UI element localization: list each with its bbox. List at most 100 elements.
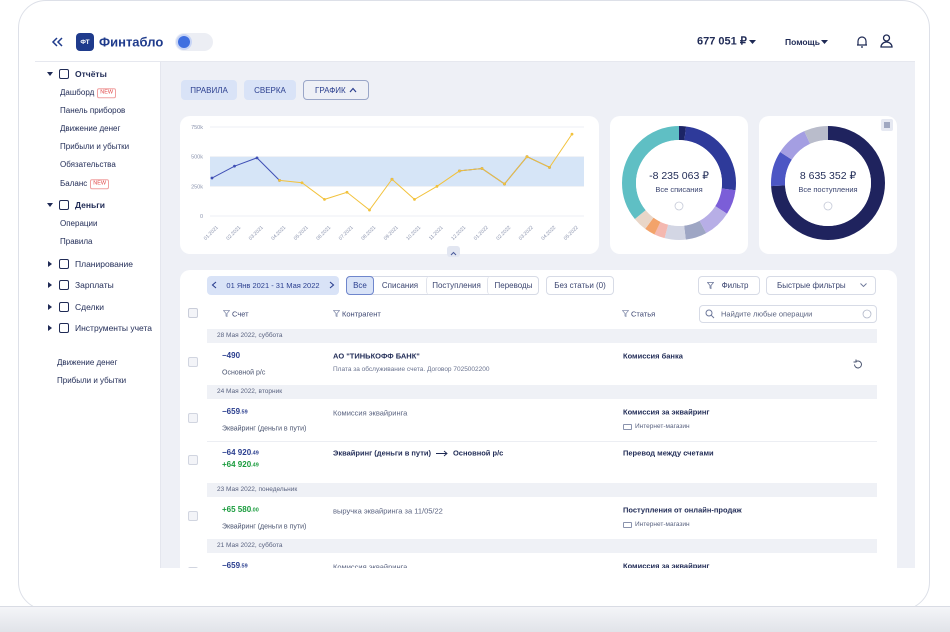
nav-group[interactable]: Планирование (75, 258, 134, 269)
type-button[interactable]: Переводы (487, 276, 539, 295)
amount: −490 (222, 351, 241, 360)
tag-icon (623, 522, 632, 528)
expand-arrow[interactable] (47, 71, 53, 77)
new-badge: NEW (97, 88, 117, 98)
no-article-button[interactable]: Без статьи (0) (546, 276, 614, 295)
help[interactable]: Помощь (785, 36, 820, 47)
row-checkbox[interactable] (188, 511, 198, 521)
point (525, 155, 529, 159)
expand-arrow[interactable] (47, 325, 53, 331)
nav-item[interactable]: Операции (60, 219, 98, 228)
expand-arrow[interactable] (47, 202, 53, 208)
donut-hole (785, 140, 871, 226)
tag: Интернет-магазин (635, 422, 690, 430)
nav-item[interactable]: Движение денег (60, 124, 121, 133)
undo-icon[interactable] (852, 359, 863, 370)
counterparty: выручка эквайринга за 11/05/22 (333, 506, 443, 516)
column-header[interactable]: Статья (631, 309, 656, 319)
point (300, 181, 304, 185)
nav-group[interactable]: Зарплаты (75, 279, 114, 290)
point (210, 176, 214, 180)
nav-item[interactable]: Панель приборов (60, 106, 126, 115)
funnel-icon (223, 310, 230, 317)
tab-button[interactable]: ГРАФИК (303, 80, 369, 100)
amount: −659 (222, 561, 241, 569)
counterparty: Комиссия эквайринга (333, 562, 408, 568)
counterparty: Эквайринг (деньги в пути) (333, 448, 431, 458)
article: Комиссия за эквайринг (623, 561, 710, 568)
column-header[interactable]: Счет (232, 309, 249, 319)
counterparty: Основной р/с (452, 448, 504, 458)
row-checkbox[interactable] (188, 567, 198, 568)
theme-toggle[interactable] (175, 33, 213, 51)
collapse-icon[interactable] (51, 37, 63, 47)
nav-icon (59, 280, 69, 290)
donut-label: Все поступления (798, 185, 857, 194)
x-tick-label: 08.2021 (360, 225, 377, 242)
y-tick-label: 250k (191, 184, 203, 190)
nav-group[interactable]: Инструменты учета (75, 322, 153, 333)
donut-segment (622, 126, 736, 240)
amount: −64 920 (222, 448, 252, 457)
caret (860, 283, 867, 288)
point (323, 197, 326, 201)
x-tick-label: 09.2021 (383, 225, 400, 242)
date-label: 28 Мая 2022, суббота (217, 331, 283, 339)
column-header[interactable]: Контрагент (342, 309, 381, 319)
nav-item[interactable]: Движение денег (57, 358, 118, 367)
nav-group[interactable]: Сделки (75, 301, 104, 312)
nav-group[interactable]: Деньги (75, 199, 106, 210)
info-icon (674, 201, 684, 211)
amount-cents: .59 (240, 563, 248, 568)
prev-arrow[interactable] (211, 281, 217, 289)
type-button[interactable]: Списания (381, 281, 419, 290)
x-tick-label: 01.2022 (473, 225, 490, 242)
search-box[interactable] (699, 305, 877, 323)
filter-button[interactable]: Фильтр (698, 276, 760, 295)
expand-arrow[interactable] (47, 304, 53, 310)
quick-filters[interactable]: Быстрые фильтры (766, 276, 876, 295)
nav-item[interactable]: Дашборд (60, 88, 95, 97)
expand-arrow[interactable] (47, 261, 53, 267)
user-icon[interactable] (880, 34, 893, 48)
operations-card: 01 Янв 2021 - 31 Мая 2022 Все Списания П… (180, 270, 897, 568)
row-checkbox[interactable] (188, 357, 198, 367)
next-arrow[interactable] (329, 281, 335, 289)
nav-item[interactable]: Прибыли и убытки (57, 376, 127, 385)
point (458, 169, 461, 173)
nav-group[interactable]: Отчёты (75, 68, 107, 79)
expand-arrow[interactable] (47, 282, 53, 288)
y-tick-label: 0 (200, 214, 203, 220)
amount-cents: .49 (251, 450, 259, 457)
type-button[interactable]: Поступления (426, 276, 486, 295)
funnel-icon (622, 310, 629, 317)
search-placeholder: Найдите любые операции (721, 309, 813, 319)
select-all-checkbox[interactable] (188, 308, 198, 318)
nav-item[interactable]: Обязательства (60, 160, 116, 169)
menu-icon[interactable] (881, 119, 893, 131)
point (368, 208, 371, 212)
expand-button[interactable] (447, 246, 460, 257)
nav-item[interactable]: Баланс (60, 179, 88, 188)
counterparty: Комиссия эквайринга (333, 408, 408, 418)
row-checkbox[interactable] (188, 413, 198, 423)
x-tick-label: 03.2022 (518, 225, 535, 242)
tab-button[interactable]: СВЕРКА (244, 80, 296, 100)
period-picker[interactable]: 01 Янв 2021 - 31 Мая 2022 (207, 276, 339, 295)
row-checkbox[interactable] (188, 455, 198, 465)
type-button[interactable]: Все (346, 276, 374, 295)
balance[interactable]: 677 051 ₽ (697, 35, 747, 48)
bell-icon[interactable] (856, 35, 868, 48)
nav-item[interactable]: Прибыли и убытки (60, 142, 130, 151)
amount: −659 (222, 407, 241, 416)
amount: +65 580 (222, 505, 252, 514)
date-header (207, 483, 877, 497)
point (480, 167, 484, 170)
row-divider (207, 441, 877, 442)
point (413, 197, 416, 201)
tab-button[interactable]: ПРАВИЛА (181, 80, 237, 100)
nav-item[interactable]: Правила (60, 237, 93, 246)
point (390, 177, 394, 181)
info-icon (823, 201, 833, 211)
article: Комиссия банка (623, 351, 683, 361)
